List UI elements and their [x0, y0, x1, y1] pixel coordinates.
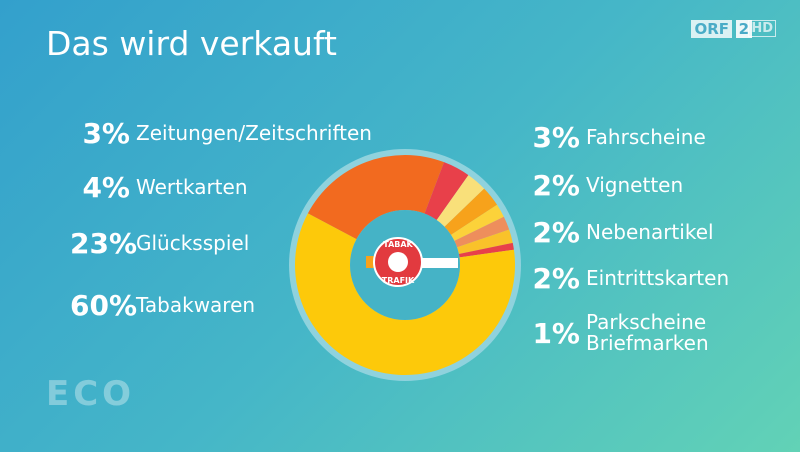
- legend-entry: 2% Vignetten: [520, 167, 683, 203]
- cigarette-tip: [366, 256, 376, 268]
- legend-entry: 2% Eintrittskarten: [520, 260, 729, 296]
- value-label: 1%: [532, 316, 580, 350]
- value-label: 60%: [70, 288, 138, 322]
- category-label: Parkscheine Briefmarken: [586, 310, 709, 355]
- value-label: 4%: [82, 170, 130, 204]
- badge-center: [388, 252, 408, 272]
- chart-title: Das wird verkauft: [46, 24, 337, 63]
- category-label: Eintrittskarten: [586, 265, 730, 290]
- category-label: Fahrscheine: [586, 124, 706, 149]
- hd-logo: HD: [748, 20, 776, 37]
- category-label: Vignetten: [586, 172, 684, 197]
- value-label: 2%: [532, 168, 580, 202]
- category-label: Wertkarten: [136, 174, 248, 199]
- value-label: 23%: [70, 226, 138, 260]
- legend-entry: 1% Parkscheine Briefmarken: [520, 310, 726, 355]
- value-label: 2%: [532, 215, 580, 249]
- category-label: Tabakwaren: [136, 292, 256, 317]
- slice: [444, 188, 498, 235]
- slice: [424, 162, 469, 221]
- show-logo: ECO: [46, 374, 136, 414]
- value-label: 2%: [532, 261, 580, 295]
- slice: [436, 175, 485, 227]
- slice: [458, 242, 514, 258]
- legend-entry: 3% Fahrscheine: [520, 119, 706, 155]
- channel-number: 2: [735, 20, 752, 38]
- slice: [295, 213, 515, 375]
- badge-text: TABAK: [383, 240, 413, 249]
- slice: [457, 229, 513, 254]
- value-label: 3%: [532, 120, 580, 154]
- legend-entry: 23% Glücksspiel: [70, 225, 249, 261]
- legend-entry: 3% Zeitungen/Zeitschriften: [70, 115, 372, 151]
- category-label: Glücksspiel: [136, 230, 250, 255]
- cigarette: [400, 258, 458, 268]
- slice: [454, 216, 510, 248]
- value-label: 3%: [82, 116, 130, 150]
- channel-logo: ORF: [691, 20, 732, 38]
- slice: [451, 204, 504, 241]
- category-label: Nebenartikel: [586, 219, 714, 244]
- category-label: Zeitungen/Zeitschriften: [136, 120, 372, 145]
- legend-entry: 2% Nebenartikel: [520, 214, 714, 250]
- badge-text: TRAFIK: [382, 276, 415, 285]
- legend-entry: 60% Tabakwaren: [70, 287, 255, 323]
- legend-entry: 4% Wertkarten: [70, 169, 248, 205]
- slice: [307, 155, 445, 240]
